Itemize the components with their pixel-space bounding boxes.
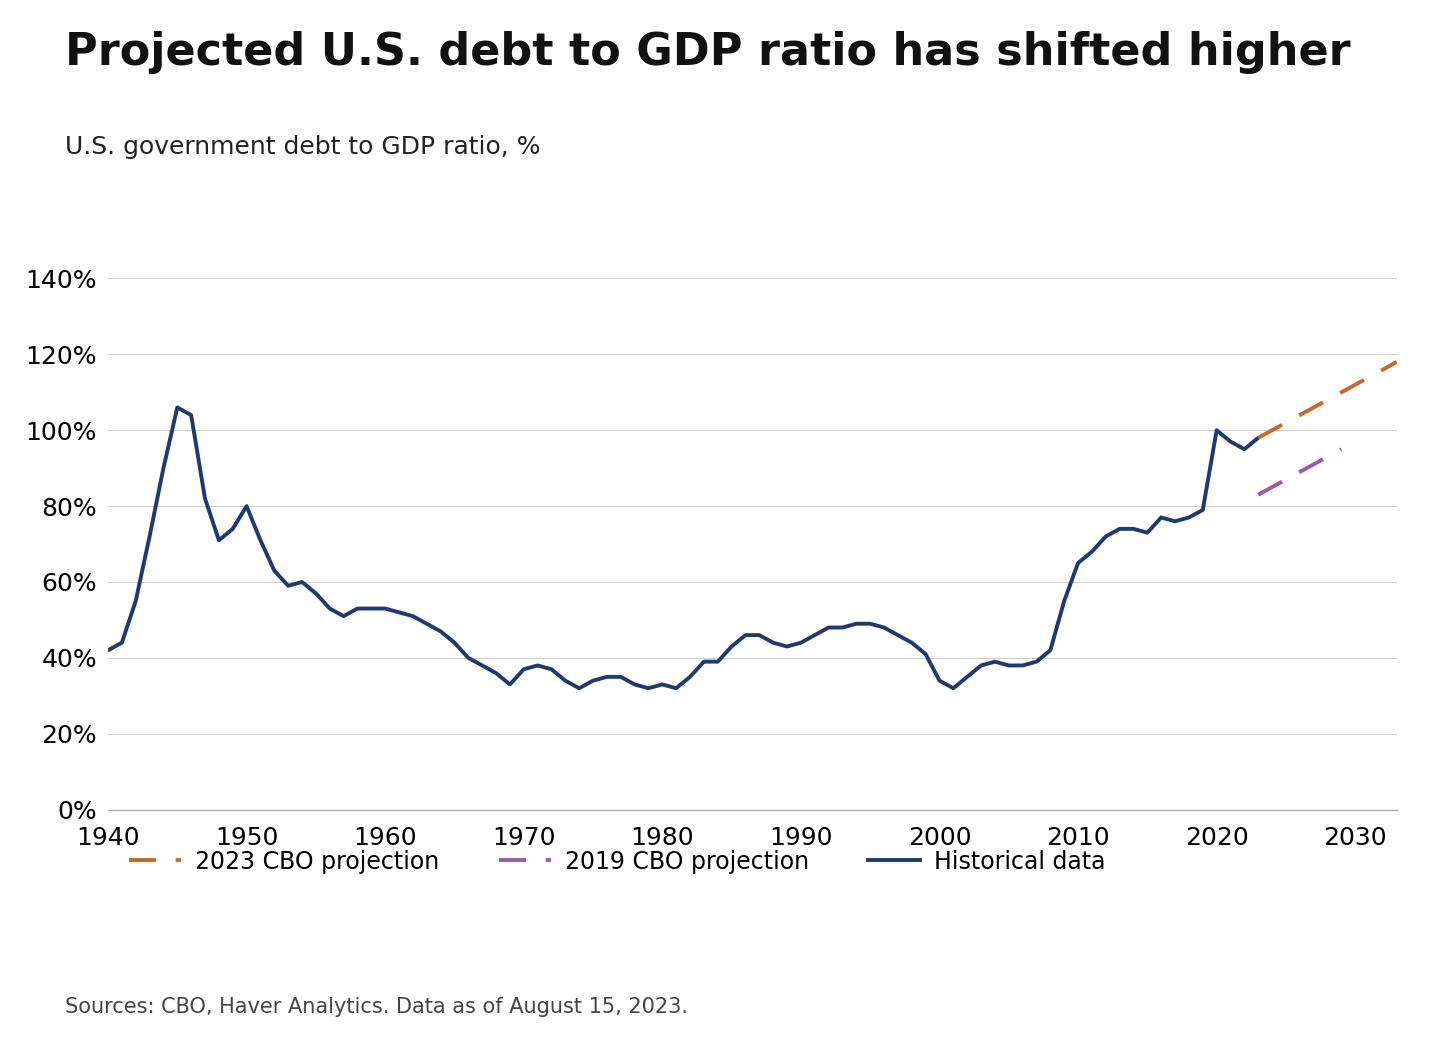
Text: Sources: CBO, Haver Analytics. Data as of August 15, 2023.: Sources: CBO, Haver Analytics. Data as o… xyxy=(65,998,688,1017)
Text: Projected U.S. debt to GDP ratio has shifted higher: Projected U.S. debt to GDP ratio has shi… xyxy=(65,31,1351,74)
Legend: 2023 CBO projection, 2019 CBO projection, Historical data: 2023 CBO projection, 2019 CBO projection… xyxy=(120,840,1115,883)
Text: U.S. government debt to GDP ratio, %: U.S. government debt to GDP ratio, % xyxy=(65,135,540,159)
